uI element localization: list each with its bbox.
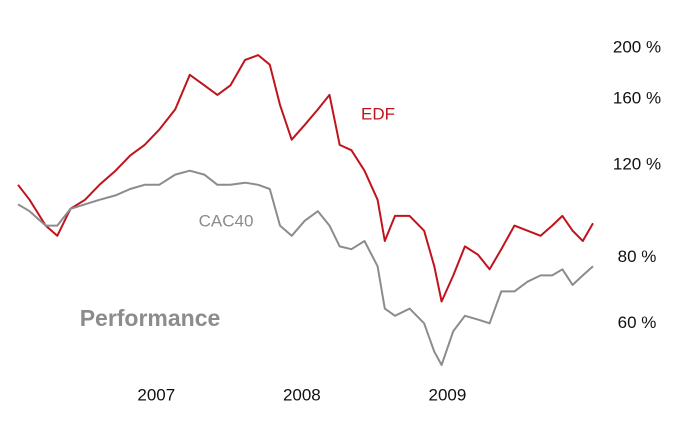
series-label: EDF — [361, 104, 395, 123]
series-line — [17, 169, 594, 366]
series-line — [17, 54, 594, 303]
x-tick-label: 2007 — [137, 385, 175, 404]
series-label: CAC40 — [199, 211, 254, 230]
chart-title: Performance — [80, 305, 221, 331]
y-tick-label: 60 % — [618, 313, 657, 332]
y-tick-label: 200 % — [613, 38, 661, 57]
y-tick-label: 120 % — [613, 154, 661, 173]
x-tick-label: 2009 — [429, 385, 467, 404]
x-tick-label: 2008 — [283, 385, 321, 404]
y-tick-label: 80 % — [618, 247, 657, 266]
y-tick-label: 160 % — [613, 89, 661, 108]
